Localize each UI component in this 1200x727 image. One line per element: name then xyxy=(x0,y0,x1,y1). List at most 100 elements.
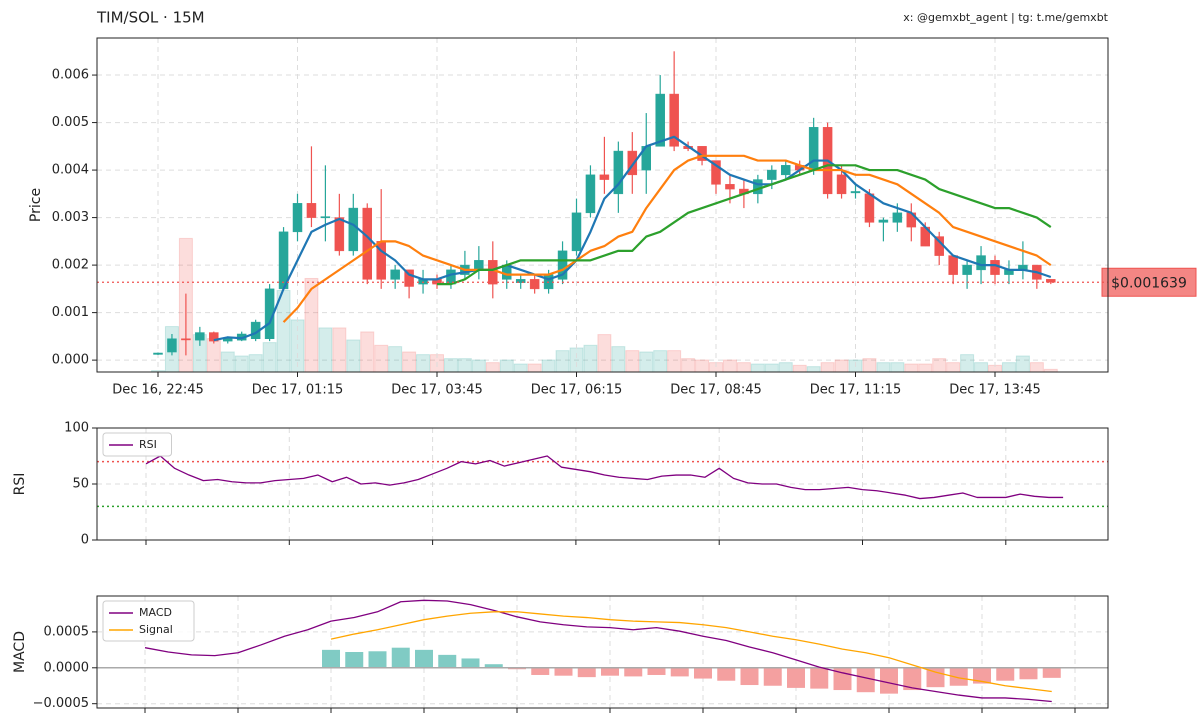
volume-bar xyxy=(262,342,277,373)
y-axis-label: RSI xyxy=(12,473,28,496)
volume-bar xyxy=(1015,355,1030,373)
volume-bar xyxy=(360,331,375,373)
histogram-bar xyxy=(531,667,550,675)
x-tick-label: Dec 17, 11:15 xyxy=(810,383,902,398)
volume-bar xyxy=(248,354,263,373)
histogram-bar xyxy=(856,667,875,693)
candle-body xyxy=(655,93,665,147)
moving-average-line xyxy=(437,164,1052,286)
candle-body xyxy=(320,216,331,219)
credit: x: @gemxbt_agent | tg: t.me/gemxbt xyxy=(903,11,1108,24)
volume-bar xyxy=(583,344,598,373)
volume-bar xyxy=(722,359,737,373)
rsi-line xyxy=(145,455,1064,500)
volume-bar xyxy=(443,358,458,373)
histogram-bar xyxy=(880,667,898,694)
volume-bar xyxy=(946,362,961,373)
y-tick-label: 50 xyxy=(72,477,89,492)
candle-body xyxy=(306,203,317,218)
volume-bar xyxy=(457,358,472,373)
histogram-bar xyxy=(949,667,968,686)
histogram-bar xyxy=(461,658,480,668)
volume-bar xyxy=(862,358,877,373)
candle-body xyxy=(781,165,791,176)
histogram-bar xyxy=(694,667,712,679)
candle-body xyxy=(948,255,958,275)
candle-body xyxy=(488,260,498,285)
histogram-bar xyxy=(740,667,759,686)
candle-body xyxy=(585,174,596,214)
volume-bar xyxy=(374,344,389,373)
plot-frame xyxy=(96,37,1109,373)
volume-bar xyxy=(388,346,403,373)
candle-body xyxy=(404,269,414,287)
y-axis-label: Price xyxy=(28,188,44,222)
candle-body xyxy=(753,179,763,195)
candle-body xyxy=(167,338,177,353)
moving-average-line xyxy=(213,135,1052,342)
volume-bar xyxy=(834,359,849,373)
legend-label: RSI xyxy=(139,438,157,451)
candle-body xyxy=(864,193,875,223)
candle-body xyxy=(334,217,345,252)
volume-bar xyxy=(792,364,807,373)
histogram-bar xyxy=(647,667,666,675)
legend-label: Signal xyxy=(139,623,173,636)
plot-frame xyxy=(96,427,1109,541)
histogram-bar xyxy=(345,652,364,668)
volume-bar xyxy=(960,354,975,373)
y-tick-label: 0.0000 xyxy=(44,660,90,675)
histogram-bar xyxy=(624,667,643,677)
candle-body xyxy=(195,332,205,341)
volume-bar xyxy=(876,362,891,373)
histogram-bar xyxy=(763,667,782,686)
histogram-bar xyxy=(391,647,410,668)
histogram-bar xyxy=(787,667,805,688)
candle-body xyxy=(711,160,721,185)
volume-bar xyxy=(820,362,835,373)
volume-bar xyxy=(597,334,612,373)
volume-bar xyxy=(346,339,361,373)
volume-bar xyxy=(806,366,821,373)
volume-bar xyxy=(667,350,682,373)
candle-body xyxy=(348,207,359,252)
histogram-bar xyxy=(554,667,573,676)
candle-body xyxy=(557,250,568,280)
histogram-bar xyxy=(368,651,387,668)
y-tick-label: 0.005 xyxy=(52,115,89,130)
y-tick-label: 0.000 xyxy=(52,353,89,368)
volume-bar xyxy=(681,358,696,373)
volume-bar xyxy=(750,363,765,373)
volume-bar xyxy=(1001,362,1016,373)
candle-body xyxy=(725,184,735,190)
candle-body xyxy=(962,264,972,275)
volume-bar xyxy=(220,351,235,373)
histogram-bar xyxy=(670,667,689,677)
volume-bar xyxy=(778,362,793,373)
legend-box xyxy=(102,432,172,457)
volume-bar xyxy=(764,363,779,373)
candle-body xyxy=(627,150,638,176)
volume-bar xyxy=(499,359,514,373)
y-axis-label: MACD xyxy=(12,631,28,673)
legend-label: MACD xyxy=(139,606,172,619)
candle-body xyxy=(878,219,889,223)
volume-bar xyxy=(402,351,417,373)
candle-body xyxy=(571,212,582,252)
y-tick-label: 0.0005 xyxy=(44,624,90,639)
candle-body xyxy=(181,338,191,341)
histogram-bar xyxy=(1042,667,1061,678)
y-tick-label: 0.003 xyxy=(52,210,89,225)
macd-line xyxy=(330,611,1052,693)
candle-body xyxy=(223,338,233,342)
volume-bar xyxy=(932,358,947,373)
candle-body xyxy=(990,260,1000,275)
volume-bar xyxy=(904,363,919,373)
candle-body xyxy=(209,332,219,342)
volume-bar xyxy=(918,363,933,373)
histogram-bar xyxy=(438,654,457,668)
histogram-bar xyxy=(903,667,922,691)
candle-body xyxy=(976,255,986,271)
histogram-bar xyxy=(484,664,503,668)
